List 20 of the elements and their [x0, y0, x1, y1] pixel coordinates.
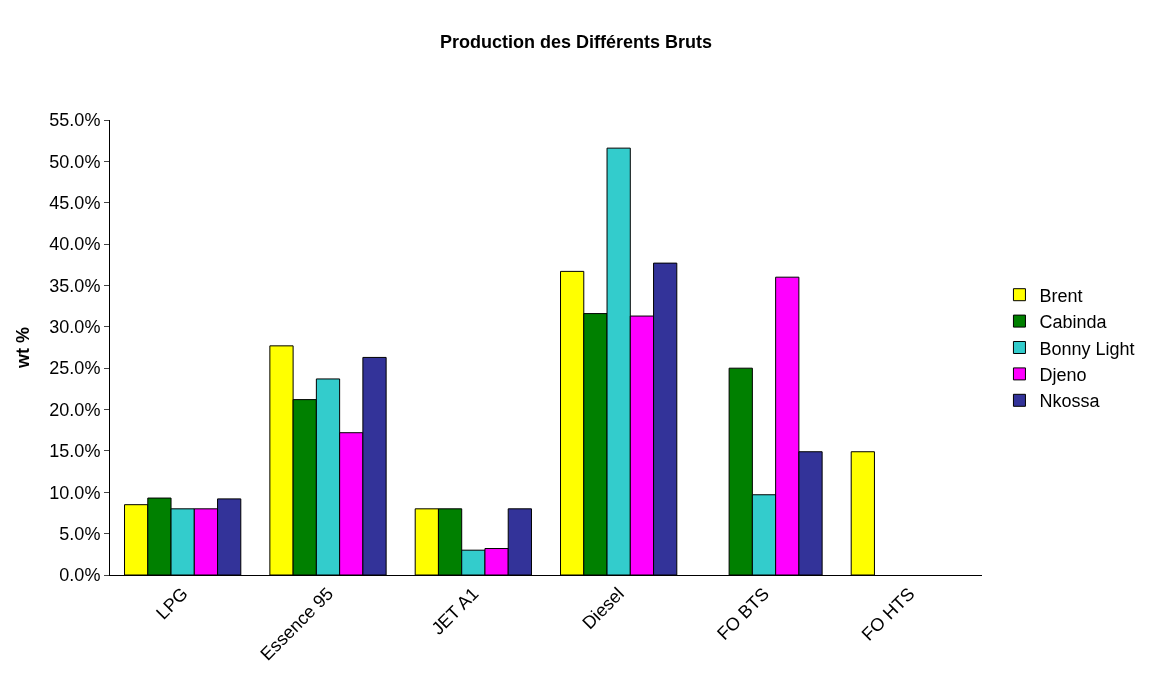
y-tick-label: 30.0% — [49, 317, 101, 338]
x-tick-label: JET A1 — [427, 583, 483, 639]
y-tick-label: 35.0% — [49, 275, 101, 296]
legend-label: Bonny Light — [1039, 338, 1135, 359]
legend-label: Cabinda — [1039, 312, 1108, 333]
y-tick-label: 10.0% — [49, 482, 101, 503]
y-tick-label: 50.0% — [49, 151, 101, 172]
legend-label: Djeno — [1039, 364, 1087, 385]
y-tick-label: 45.0% — [49, 193, 101, 214]
y-tick-label: 55.0% — [49, 110, 101, 131]
legend-label: Brent — [1039, 285, 1083, 306]
chart-title: Production des Différents Bruts — [439, 31, 713, 52]
y-tick-label: 0.0% — [59, 565, 101, 586]
y-tick-label: 15.0% — [49, 441, 101, 462]
y-tick-label: 25.0% — [49, 358, 101, 379]
y-tick-label: 20.0% — [49, 399, 101, 420]
y-tick-label: 5.0% — [59, 523, 101, 544]
y-axis-title: wt % — [12, 326, 33, 370]
legend-label: Nkossa — [1039, 391, 1101, 412]
y-tick-label: 40.0% — [49, 234, 101, 255]
